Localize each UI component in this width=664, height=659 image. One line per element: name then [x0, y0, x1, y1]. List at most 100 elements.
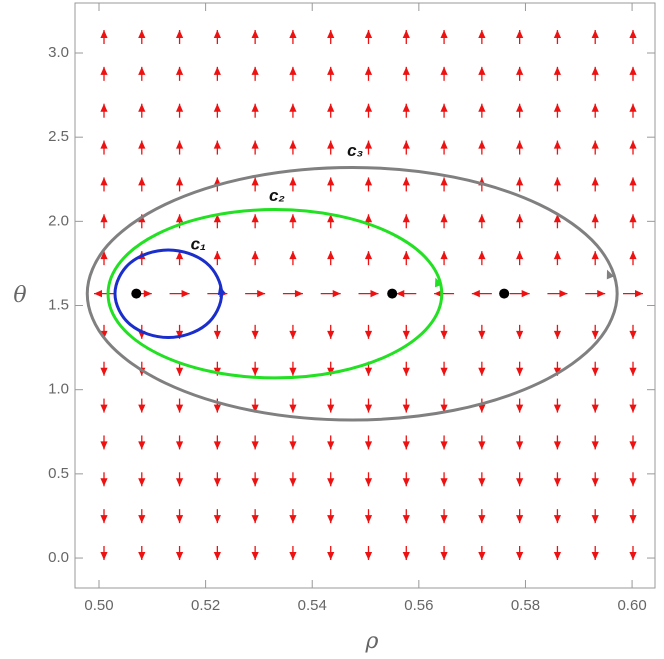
field-arrow: [591, 140, 599, 155]
field-arrow: [175, 103, 184, 118]
field-arrow: [591, 472, 599, 487]
field-arrow-head: [553, 251, 562, 260]
field-arrow: [591, 509, 599, 524]
field-arrow: [585, 289, 606, 298]
field-arrow: [364, 177, 373, 192]
field-arrow-head: [629, 552, 637, 560]
field-arrow: [629, 103, 637, 118]
field-arrow: [364, 324, 373, 339]
field-arrow-head: [516, 441, 524, 450]
field-arrow: [591, 398, 599, 413]
field-arrow-head: [364, 103, 373, 112]
field-arrow-head: [175, 251, 184, 260]
field-arrow-head: [402, 552, 410, 560]
field-arrow: [289, 435, 297, 450]
field-arrow-head: [327, 404, 335, 413]
field-arrow-head: [138, 515, 146, 524]
field-arrow: [251, 546, 259, 560]
x-tick-label: 0.50: [84, 597, 113, 614]
field-arrow-head: [364, 404, 373, 413]
field-arrow-head: [138, 552, 146, 560]
field-arrow-head: [478, 330, 486, 339]
field-arrow-head: [553, 177, 562, 186]
field-arrow: [440, 546, 448, 560]
field-arrow: [364, 398, 373, 413]
field-arrow-head: [440, 515, 448, 524]
field-arrow-head: [629, 478, 637, 487]
trajectory: [113, 248, 224, 340]
field-arrow-head: [396, 289, 405, 298]
field-arrow-head: [516, 103, 524, 112]
field-arrow: [478, 103, 486, 118]
field-arrow: [629, 324, 637, 339]
field-arrow: [175, 30, 184, 44]
field-arrow: [327, 140, 335, 155]
field-arrow: [251, 435, 259, 450]
field-arrow-head: [591, 214, 599, 223]
field-arrow: [402, 251, 410, 266]
field-arrow-head: [402, 140, 410, 149]
field-arrow: [553, 472, 562, 487]
field-arrow-head: [440, 367, 448, 376]
field-arrow: [516, 30, 524, 44]
field-arrow-head: [327, 330, 335, 339]
field-arrow: [213, 214, 221, 229]
field-arrow: [553, 251, 562, 266]
field-arrow: [138, 177, 146, 192]
field-arrow-head: [478, 367, 486, 376]
field-arrow: [251, 251, 259, 266]
field-arrow: [364, 435, 373, 450]
trajectory-arrow: [606, 269, 615, 280]
field-arrow: [553, 435, 562, 450]
field-arrow-head: [138, 140, 146, 149]
field-arrow: [213, 546, 221, 560]
field-arrow: [440, 398, 448, 413]
field-arrow-head: [213, 478, 221, 487]
field-arrow-head: [521, 289, 530, 298]
field-arrow: [138, 435, 146, 450]
field-arrow-head: [175, 515, 184, 524]
field-arrow: [175, 546, 184, 560]
field-arrow: [251, 324, 259, 339]
field-arrow: [213, 140, 221, 155]
field-arrow: [289, 324, 297, 339]
field-arrow: [440, 435, 448, 450]
field-arrow-head: [289, 330, 297, 339]
field-arrow-head: [402, 103, 410, 112]
field-arrow-head: [516, 251, 524, 260]
x-tick-label: 0.54: [298, 597, 327, 614]
x-tick-label: 0.58: [511, 597, 540, 614]
field-arrow: [629, 361, 637, 376]
field-arrow: [245, 289, 266, 298]
field-arrow-head: [597, 289, 606, 298]
field-arrow-head: [213, 214, 221, 223]
field-arrow: [591, 214, 599, 229]
field-arrow: [100, 214, 108, 229]
field-arrow-head: [175, 367, 184, 376]
field-arrow: [289, 103, 297, 118]
field-arrow-head: [251, 214, 259, 223]
field-arrow: [553, 398, 562, 413]
field-arrow-head: [100, 441, 108, 450]
field-arrow-head: [327, 66, 335, 75]
field-arrow-head: [213, 515, 221, 524]
field-arrow: [327, 251, 335, 266]
field-arrow: [629, 214, 637, 229]
field-arrow-head: [100, 367, 108, 376]
field-arrow: [629, 472, 637, 487]
field-arrow-head: [635, 289, 643, 298]
field-arrow-head: [553, 140, 562, 149]
field-arrow-head: [402, 177, 410, 186]
field-arrow-head: [251, 515, 259, 524]
field-arrow-head: [478, 214, 486, 223]
field-arrow: [327, 398, 335, 413]
field-arrow: [440, 509, 448, 524]
field-arrow-head: [100, 251, 108, 260]
field-arrow: [251, 30, 259, 44]
y-tick-label: 1.5: [48, 296, 69, 313]
trajectory-arrow: [434, 277, 443, 288]
field-arrow-head: [553, 30, 562, 38]
field-arrow: [471, 289, 492, 298]
field-arrow-head: [402, 367, 410, 376]
field-arrow: [289, 30, 297, 44]
